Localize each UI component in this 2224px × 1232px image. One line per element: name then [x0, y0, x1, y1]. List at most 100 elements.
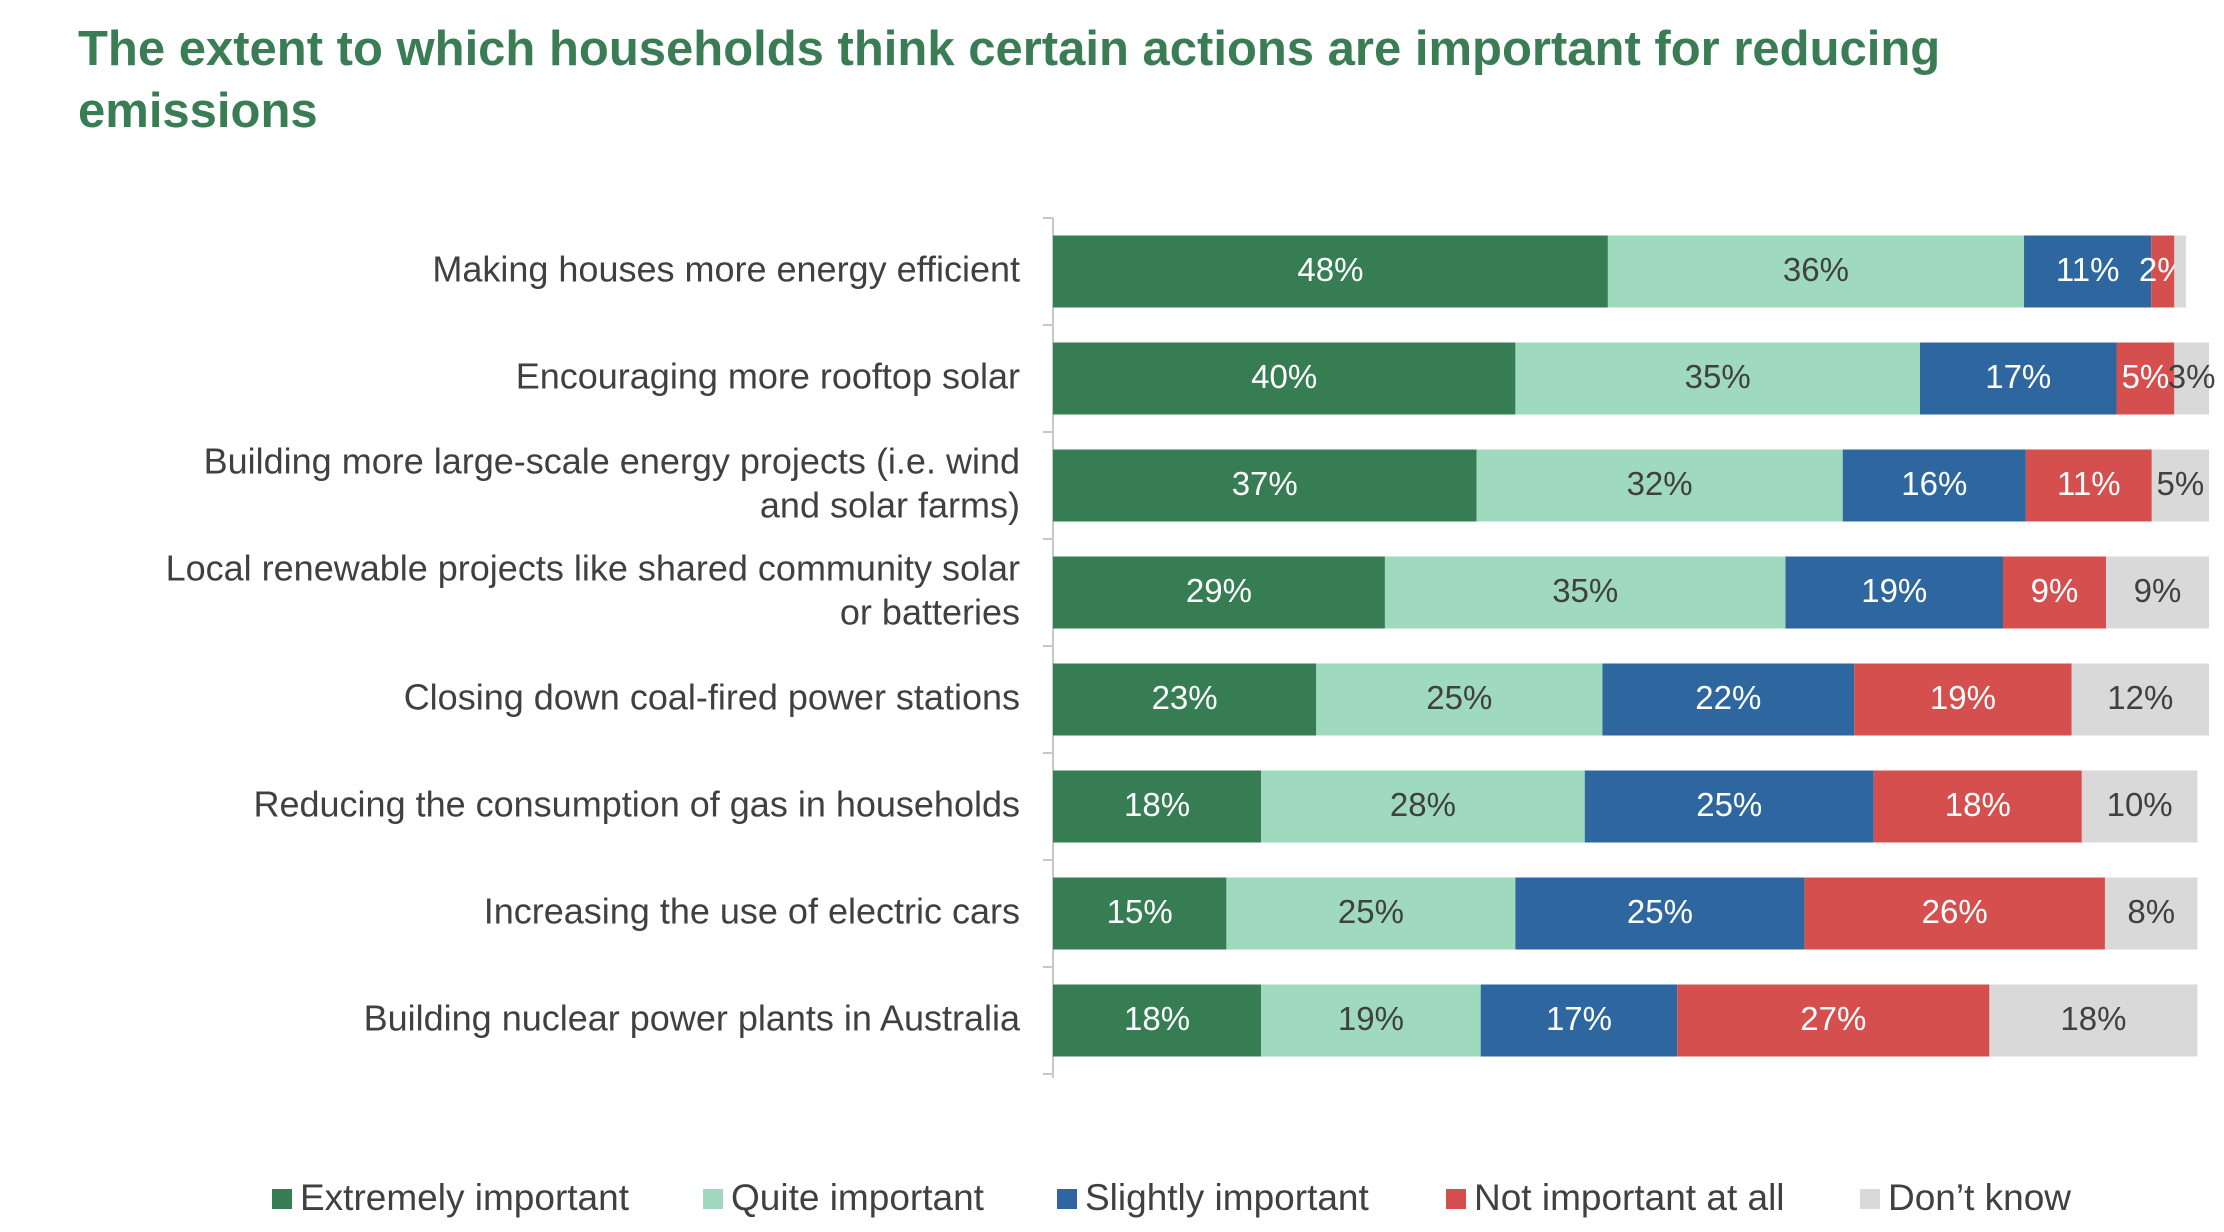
category-label: Increasing the use of electric cars	[484, 890, 1020, 931]
bar-segment	[1053, 556, 1385, 629]
category-labels: Making houses more energy efficient Encou…	[166, 248, 1021, 1038]
data-label: 26%	[1922, 893, 1988, 930]
data-label: 12%	[2107, 679, 2173, 716]
legend-label: Extremely important	[300, 1177, 630, 1218]
data-label: 8%	[2127, 893, 2175, 930]
category-label: Encouraging more rooftop solar	[516, 355, 1020, 396]
bar-segment	[1053, 235, 1608, 308]
category-label-line: Reducing the consumption of gas in house…	[253, 783, 1020, 824]
bar-segment	[2002, 556, 2106, 629]
bar-segment	[1584, 770, 1874, 843]
bar-segment	[1476, 449, 1843, 522]
category-label: Building nuclear power plants in Austral…	[364, 997, 1021, 1038]
bar-segment	[2151, 449, 2209, 522]
category-label-line: and solar farms)	[760, 484, 1020, 525]
bar-segment	[1261, 770, 1585, 843]
bar-segment	[2071, 663, 2209, 736]
bar-segment	[1053, 663, 1317, 736]
bar-segment	[1854, 663, 2072, 736]
data-label: 27%	[1800, 1000, 1866, 1037]
category-label-line: Increasing the use of electric cars	[484, 890, 1020, 931]
data-label: 32%	[1627, 465, 1693, 502]
legend-swatch	[272, 1189, 292, 1209]
data-label: 19%	[1861, 572, 1927, 609]
category-label-line: or batteries	[840, 591, 1020, 632]
category-label-line: Encouraging more rooftop solar	[516, 355, 1020, 396]
legend-label: Not important at all	[1474, 1177, 1785, 1218]
legend-label: Don’t know	[1888, 1177, 2071, 1218]
bar-segment	[1261, 984, 1481, 1057]
legend-label: Quite important	[731, 1177, 985, 1218]
category-label: Local renewable projects like shared com…	[166, 547, 1020, 632]
bar-segment	[2025, 449, 2152, 522]
data-label: 11%	[2056, 251, 2120, 288]
data-label: 3%	[2168, 358, 2216, 395]
category-label: Reducing the consumption of gas in house…	[253, 783, 1020, 824]
legend-label: Slightly important	[1085, 1177, 1370, 1218]
data-label: 18%	[1124, 1000, 1190, 1037]
data-label: 9%	[2134, 572, 2182, 609]
data-label: 25%	[1696, 786, 1762, 823]
data-label: 48%	[1297, 251, 1363, 288]
category-label: Making houses more energy efficient	[432, 248, 1020, 289]
bar-segment	[1989, 984, 2198, 1057]
bar-segment	[1804, 877, 2105, 950]
legend-swatch	[1057, 1189, 1077, 1209]
data-label: 28%	[1390, 786, 1456, 823]
bar-segment	[1226, 877, 1516, 950]
category-label-line: Making houses more energy efficient	[432, 248, 1020, 289]
data-label: 35%	[1552, 572, 1618, 609]
data-label: 19%	[1338, 1000, 1404, 1037]
bar-segment	[1607, 235, 2025, 308]
bar-segment	[2151, 235, 2175, 308]
bar-segment	[2024, 235, 2152, 308]
bar-segment	[1785, 556, 2003, 629]
bar-segment	[1515, 342, 1920, 415]
bars: 48% 36% 11% 2%40% 35% 17% 5%3%37% 32% 16% 11% 5%29…	[1053, 235, 2216, 1057]
data-label: 25%	[1338, 893, 1404, 930]
bar-segment	[1053, 449, 1477, 522]
bar-segment	[2174, 235, 2186, 308]
bar-segment	[2105, 556, 2209, 629]
data-label: 15%	[1107, 893, 1173, 930]
data-label: 5%	[2122, 358, 2170, 395]
data-label: 25%	[1627, 893, 1693, 930]
bar-segment	[1053, 342, 1516, 415]
bar-segment	[2081, 770, 2198, 843]
legend-swatch	[703, 1189, 723, 1209]
bar-segment	[1515, 877, 1805, 950]
bar-segment	[1053, 984, 1262, 1057]
bar-segment	[1920, 342, 2117, 415]
bar-segment	[1677, 984, 1990, 1057]
data-label: 19%	[1930, 679, 1996, 716]
category-label-line: Building more large-scale energy project…	[204, 440, 1020, 481]
data-label: 36%	[1783, 251, 1849, 288]
data-label: 37%	[1232, 465, 1298, 502]
category-label-line: Local renewable projects like shared com…	[166, 547, 1020, 588]
bar-segment	[1480, 984, 1678, 1057]
bar-segment	[1602, 663, 1855, 736]
bar-segment	[2104, 877, 2198, 950]
data-label: 22%	[1695, 679, 1761, 716]
bar-segment	[1842, 449, 2026, 522]
data-label: 29%	[1186, 572, 1252, 609]
data-label: 23%	[1152, 679, 1218, 716]
category-label: Closing down coal-fired power stations	[404, 676, 1020, 717]
bar-segment	[1873, 770, 2082, 843]
data-label: 17%	[1985, 358, 2051, 395]
category-label: Building more large-scale energy project…	[204, 440, 1020, 525]
data-label: 16%	[1901, 465, 1967, 502]
category-label-line: Building nuclear power plants in Austral…	[364, 997, 1021, 1038]
bar-segment	[2174, 342, 2209, 415]
data-label: 9%	[2031, 572, 2079, 609]
chart-title: The extent to which households think cer…	[78, 22, 1941, 138]
legend: Extremely important Quite important Slight…	[272, 1177, 2071, 1218]
data-label: 18%	[1124, 786, 1190, 823]
bar-segment	[1316, 663, 1603, 736]
category-axis	[1043, 217, 1054, 1078]
bar-segment	[2116, 342, 2175, 415]
bar-segment	[1384, 556, 1786, 629]
category-label-line: Closing down coal-fired power stations	[404, 676, 1020, 717]
data-label: 25%	[1426, 679, 1492, 716]
